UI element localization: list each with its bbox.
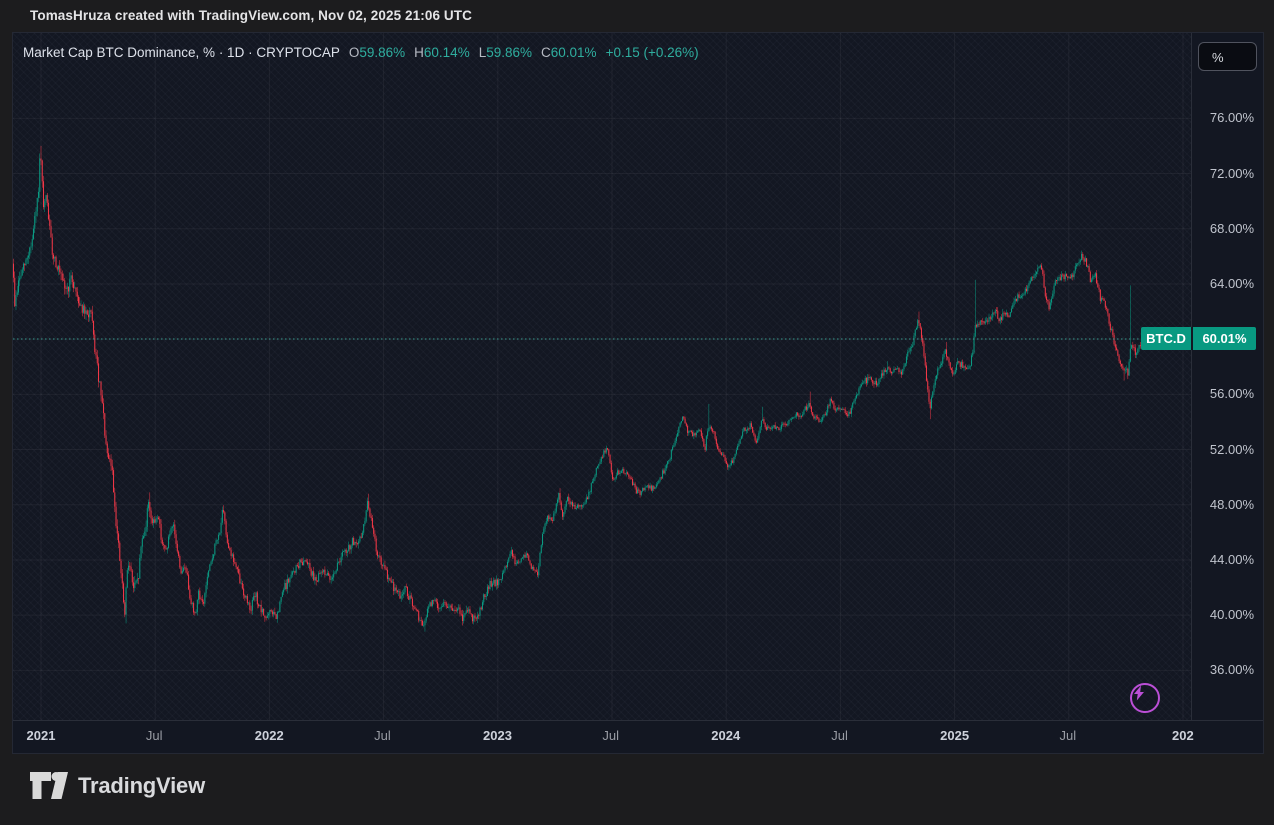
price-axis-label: 56.00% xyxy=(1209,386,1254,402)
price-axis[interactable]: % 76.00% 72.00% 68.00% 64.00% 56.00% 52.00% 48… xyxy=(1191,33,1263,720)
time-axis-month-label: Jul xyxy=(374,728,391,743)
time-axis-year-label: 2022 xyxy=(254,728,284,743)
attribution-bar: TomasHruza created with TradingView.com,… xyxy=(0,0,1274,32)
high-label: H xyxy=(414,45,424,60)
price-axis-label: 40.00% xyxy=(1209,607,1254,623)
price-axis-label: 48.00% xyxy=(1209,496,1254,512)
symbol-title: Market Cap BTC Dominance, % · 1D · CRYPT… xyxy=(23,45,340,60)
open-label: O xyxy=(348,45,360,60)
price-axis-label: 36.00% xyxy=(1209,662,1254,678)
candlestick-chart xyxy=(13,33,1191,720)
boost-button[interactable] xyxy=(1130,683,1160,713)
price-axis-label: 44.00% xyxy=(1209,551,1254,567)
chart-widget: Market Cap BTC Dominance, % · 1D · CRYPT… xyxy=(12,32,1264,754)
tradingview-logo-icon xyxy=(30,772,68,799)
attribution-text: TomasHruza created with TradingView.com,… xyxy=(30,8,472,23)
price-axis-label: 68.00% xyxy=(1209,220,1254,236)
low-value: 59.86% xyxy=(486,45,533,60)
time-axis-month-label: Jul xyxy=(145,728,163,743)
chart-legend[interactable]: Market Cap BTC Dominance, % · 1D · CRYPT… xyxy=(23,45,699,60)
tradingview-wordmark: TradingView xyxy=(78,773,205,798)
badge-gap xyxy=(1191,327,1193,350)
badge-symbol: BTC.D xyxy=(1141,327,1191,350)
price-unit-button[interactable]: % xyxy=(1198,42,1257,71)
current-price-badge: BTC.D 60.01% xyxy=(1141,327,1256,350)
chart-plot-area[interactable]: Market Cap BTC Dominance, % · 1D · CRYPT… xyxy=(13,33,1191,720)
high-value: 60.14% xyxy=(423,45,470,60)
price-axis-label: 52.00% xyxy=(1209,441,1254,457)
lightning-icon xyxy=(1134,685,1144,701)
time-axis-year-label: 2023 xyxy=(483,728,512,743)
time-axis-month-label: Jul xyxy=(602,728,619,743)
time-axis-year-label: 2021 xyxy=(26,728,56,743)
open-value: 59.86% xyxy=(359,45,406,60)
time-axis-month-label: Jul xyxy=(831,728,848,743)
change-value: +0.15 (+0.26%) xyxy=(605,45,699,60)
time-axis-year-label: 202 xyxy=(1172,728,1194,743)
time-axis-month-label: Jul xyxy=(1059,728,1077,743)
price-axis-label: 72.00% xyxy=(1209,165,1254,181)
price-axis-label: 76.00% xyxy=(1209,110,1254,126)
close-label: C xyxy=(541,45,551,60)
close-value: 60.01% xyxy=(550,45,597,60)
price-axis-label: 64.00% xyxy=(1209,275,1254,291)
footer: TradingView xyxy=(0,752,1274,825)
time-axis-year-label: 2024 xyxy=(711,728,741,743)
badge-value: 60.01% xyxy=(1193,327,1256,350)
low-label: L xyxy=(478,45,487,60)
time-axis-year-label: 2025 xyxy=(940,728,970,743)
time-axis[interactable]: 2021 Jul 2022 Jul 2023 Jul 2024 Jul 2025 Jul 202 xyxy=(13,720,1263,753)
